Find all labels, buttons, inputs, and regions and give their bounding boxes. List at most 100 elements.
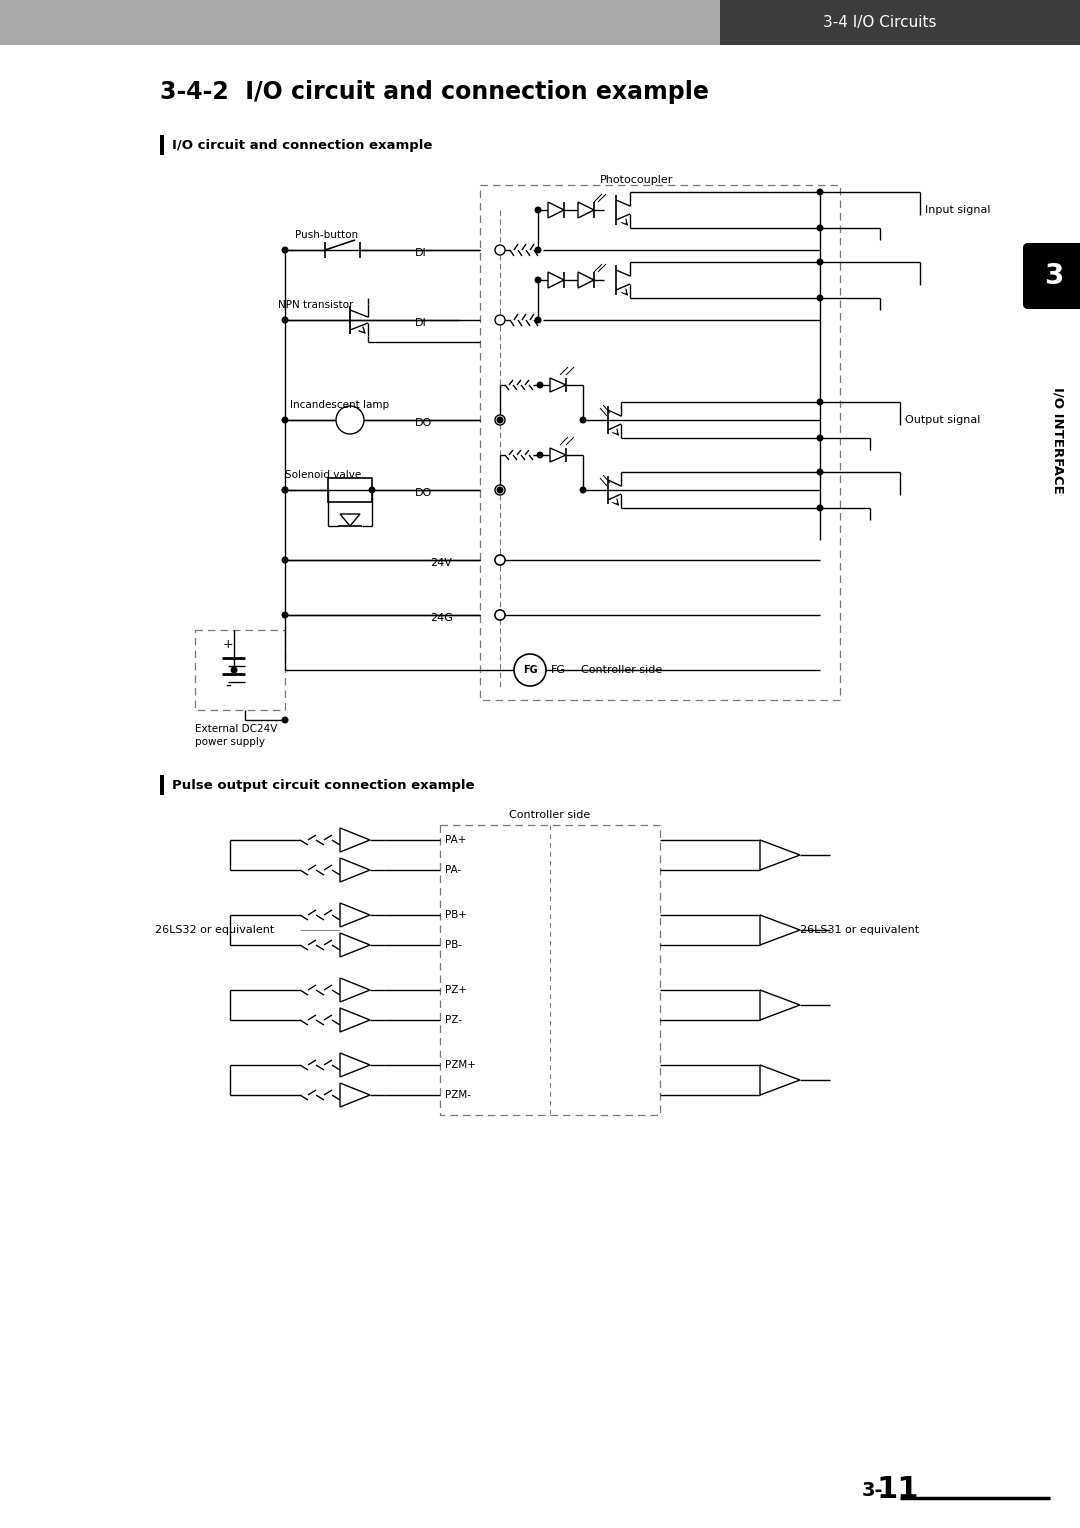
Text: Controller side: Controller side xyxy=(581,665,662,675)
Circle shape xyxy=(282,486,288,494)
Text: Pulse output circuit connection example: Pulse output circuit connection example xyxy=(172,778,474,792)
Circle shape xyxy=(537,451,543,458)
Circle shape xyxy=(816,469,824,475)
Text: Input signal: Input signal xyxy=(924,205,990,215)
Text: DI: DI xyxy=(415,318,427,329)
Circle shape xyxy=(368,486,376,494)
Text: 26LS32 or equivalent: 26LS32 or equivalent xyxy=(156,924,274,935)
Circle shape xyxy=(816,258,824,266)
Circle shape xyxy=(816,295,824,301)
Text: External DC24V: External DC24V xyxy=(195,724,278,733)
Polygon shape xyxy=(548,202,564,219)
Circle shape xyxy=(495,484,505,495)
Circle shape xyxy=(495,610,505,620)
Text: PZ-: PZ- xyxy=(445,1015,462,1025)
Text: 3-4 I/O Circuits: 3-4 I/O Circuits xyxy=(823,14,936,29)
Bar xyxy=(440,825,660,1115)
Polygon shape xyxy=(340,828,370,853)
Polygon shape xyxy=(340,934,370,957)
Circle shape xyxy=(816,188,824,196)
Text: 3: 3 xyxy=(1044,261,1064,290)
Bar xyxy=(160,775,164,795)
Circle shape xyxy=(580,486,586,494)
Text: Controller side: Controller side xyxy=(510,810,591,821)
Polygon shape xyxy=(340,1053,370,1077)
Polygon shape xyxy=(550,377,566,393)
Text: DO: DO xyxy=(415,419,432,428)
Circle shape xyxy=(497,417,503,423)
Circle shape xyxy=(535,316,541,324)
Text: PA-: PA- xyxy=(445,865,461,876)
Circle shape xyxy=(816,225,824,232)
Circle shape xyxy=(495,416,505,425)
Polygon shape xyxy=(760,990,800,1021)
Bar xyxy=(328,478,372,503)
Circle shape xyxy=(537,382,543,388)
Text: PZM-: PZM- xyxy=(445,1089,471,1100)
Circle shape xyxy=(497,486,503,494)
Text: I/O circuit and connection example: I/O circuit and connection example xyxy=(172,139,432,151)
Circle shape xyxy=(816,434,824,442)
Text: 24G: 24G xyxy=(430,613,453,623)
Circle shape xyxy=(495,244,505,255)
Polygon shape xyxy=(760,840,800,869)
Text: 3-4-2  I/O circuit and connection example: 3-4-2 I/O circuit and connection example xyxy=(160,79,708,104)
Polygon shape xyxy=(760,915,800,944)
Circle shape xyxy=(535,246,541,254)
Circle shape xyxy=(282,246,288,254)
Circle shape xyxy=(580,417,586,423)
Text: 11: 11 xyxy=(876,1476,918,1505)
Text: power supply: power supply xyxy=(195,736,265,747)
Text: Incandescent lamp: Incandescent lamp xyxy=(291,400,389,410)
Circle shape xyxy=(535,206,541,214)
Circle shape xyxy=(535,277,541,284)
Bar xyxy=(195,630,285,711)
Circle shape xyxy=(230,666,238,674)
Circle shape xyxy=(282,717,288,723)
Text: 26LS31 or equivalent: 26LS31 or equivalent xyxy=(800,924,919,935)
Circle shape xyxy=(282,486,288,494)
Text: PB-: PB- xyxy=(445,940,462,950)
Polygon shape xyxy=(340,859,370,882)
Text: +: + xyxy=(222,639,233,651)
Text: Output signal: Output signal xyxy=(905,416,981,425)
Polygon shape xyxy=(548,272,564,287)
Circle shape xyxy=(816,399,824,405)
Polygon shape xyxy=(340,1083,370,1106)
Circle shape xyxy=(495,555,505,565)
Text: DI: DI xyxy=(415,248,427,258)
Circle shape xyxy=(336,406,364,434)
Text: 3-: 3- xyxy=(862,1481,883,1499)
Bar xyxy=(480,185,840,700)
Circle shape xyxy=(282,316,288,324)
Text: 24V: 24V xyxy=(430,558,451,568)
Text: PZM+: PZM+ xyxy=(445,1060,476,1070)
Text: PA+: PA+ xyxy=(445,834,467,845)
Text: Solenoid valve: Solenoid valve xyxy=(285,471,361,480)
Text: DO: DO xyxy=(415,487,432,498)
Polygon shape xyxy=(550,448,566,461)
Circle shape xyxy=(495,315,505,325)
Polygon shape xyxy=(340,1008,370,1031)
Circle shape xyxy=(514,654,546,686)
Text: FG: FG xyxy=(523,665,538,675)
Text: Push-button: Push-button xyxy=(295,231,359,240)
Polygon shape xyxy=(340,978,370,1002)
Text: NPN transistor: NPN transistor xyxy=(278,299,353,310)
Circle shape xyxy=(816,504,824,512)
Text: PZ+: PZ+ xyxy=(445,986,467,995)
Polygon shape xyxy=(760,1065,800,1096)
Circle shape xyxy=(495,610,505,620)
Polygon shape xyxy=(578,202,594,219)
Polygon shape xyxy=(578,272,594,287)
Circle shape xyxy=(282,611,288,619)
Text: -: - xyxy=(225,675,231,694)
Circle shape xyxy=(282,556,288,564)
Bar xyxy=(720,0,1080,44)
Circle shape xyxy=(495,555,505,565)
Bar xyxy=(160,134,164,154)
Text: FG: FG xyxy=(551,665,566,675)
Bar xyxy=(0,0,720,44)
Polygon shape xyxy=(340,513,360,526)
Text: PB+: PB+ xyxy=(445,911,467,920)
